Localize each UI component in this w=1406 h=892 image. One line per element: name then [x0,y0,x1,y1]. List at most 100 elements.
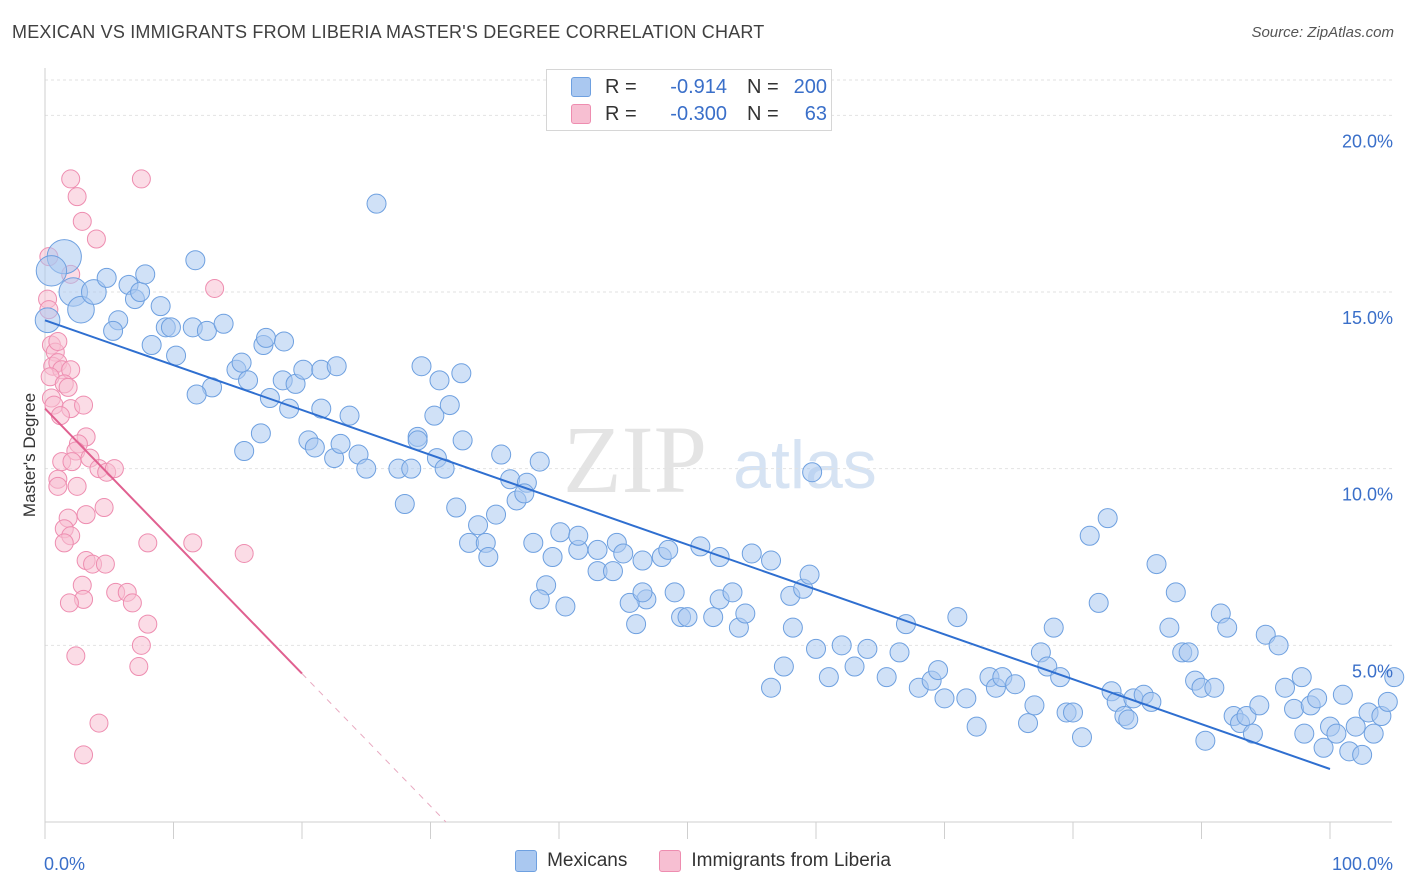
mexican-point [394,494,415,514]
liberia-point [50,406,70,426]
mexican-point [185,250,206,271]
mexican-point [1195,730,1216,751]
y-tick-label: 15.0% [1342,308,1393,328]
y-tick-label: 5.0% [1352,661,1393,681]
mexican-point [1018,713,1039,734]
mexican-point [1159,617,1180,638]
liberia-point [131,169,151,189]
mexican-point [876,667,897,688]
mexican-point [1313,737,1334,758]
mexican-point [356,458,377,479]
mexican-point [1332,684,1353,705]
mexican-point [1326,723,1347,744]
mexican-point [844,656,865,677]
mexican-point [1079,525,1100,546]
liberia-point [138,533,158,553]
liberia-point [131,635,151,655]
liberia-point [74,745,94,765]
legend-r-value: -0.914 [670,75,727,98]
mexican-point [35,255,68,287]
mexican-point [1141,691,1162,712]
mexican-point [1363,723,1384,744]
mexican-point [491,444,512,465]
liberia-point [48,331,68,351]
mexican-point [802,462,823,483]
series-legend: Mexicans Immigrants from Liberia [0,850,1406,872]
watermark-atlas: atlas [733,427,877,503]
mexican-point [1005,674,1026,695]
liberia-point [54,533,74,553]
liberia-point [205,278,225,298]
mexican-point [234,441,255,461]
mexican-point [274,331,295,352]
mexican-point [103,320,124,341]
mexican-point [831,635,852,656]
mexican-point [326,356,347,377]
mexican-point [411,356,432,377]
mexican-point [664,582,685,603]
mexican-point [735,603,756,624]
liberia-point [138,614,158,634]
mexican-point [80,279,107,305]
mexican-point [459,532,480,553]
mexicans-trend-line [44,319,1331,770]
mexican-point [366,193,387,214]
mexican-point [439,395,460,416]
mexican-point [468,515,489,536]
y-tick-label: 20.0% [1342,131,1393,151]
mexican-point [529,589,550,610]
mexican-point [424,405,445,426]
mexican-point [1345,716,1366,737]
mexican-point [1249,695,1270,716]
mexican-point [542,547,563,567]
liberia-point [104,459,124,479]
mexican-point [1024,695,1045,716]
mexican-point [330,433,351,454]
liberia-point [59,593,79,613]
mexican-point [96,267,117,288]
mexican-point [722,582,743,603]
liberia-point [89,713,109,733]
mexican-point [1118,709,1139,730]
mexican-point [1165,582,1186,603]
liberia-point [61,169,81,189]
mexican-point [186,384,207,405]
mexican-point [213,313,234,334]
liberia-point [62,452,82,472]
liberia-point [95,554,115,574]
liberia-point [86,229,106,249]
mexican-point [486,504,507,525]
legend-r-value: -0.300 [670,102,727,125]
mexican-point [587,539,608,560]
mexican-point [632,582,653,603]
series-legend-mexicans[interactable]: Mexicans [515,850,627,872]
mexican-point [231,352,252,373]
mexican-point [818,667,839,688]
mexican-point [806,638,826,659]
mexican-point [311,398,332,419]
legend-r-label: R = [605,75,637,98]
liberia-point [94,498,114,518]
series-legend-liberia[interactable]: Immigrants from Liberia [659,850,891,872]
mexican-point [947,607,968,628]
liberia-point [48,476,68,496]
mexican-point [523,532,544,553]
mexican-point [1352,744,1373,765]
mexican-point [966,716,987,737]
watermark-zip: ZIP [563,406,707,513]
liberia-point [66,646,86,666]
mexican-point [709,547,730,567]
mexican-point [555,596,576,617]
mexican-point [196,320,217,341]
mexican-point [1178,642,1199,663]
mexican-point [761,550,782,571]
liberia-point [129,657,149,677]
mexican-point [238,370,259,391]
mexican-point [150,296,171,317]
x-tick-label: 100.0% [1332,854,1393,874]
mexican-point [928,660,949,681]
mexican-point [1217,617,1238,638]
liberia-point [67,476,87,496]
legend-r-label: R = [605,102,637,125]
mexican-point [478,547,499,567]
